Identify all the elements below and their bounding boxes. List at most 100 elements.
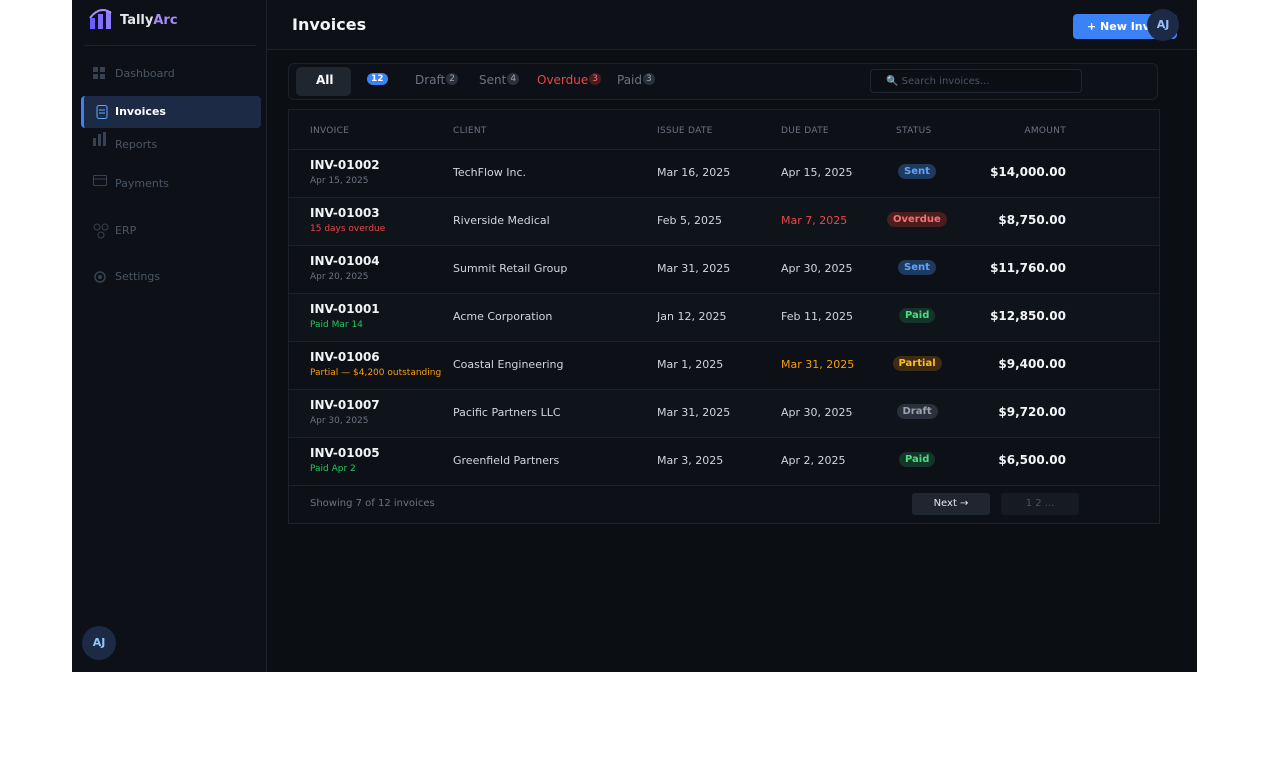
- tab-label: Sent: [479, 73, 507, 87]
- tab[interactable]: Draft 2: [415, 73, 458, 87]
- due-date: Feb 11, 2025: [781, 310, 853, 323]
- amount: $9,400.00: [998, 357, 1066, 371]
- tab-count: 12: [367, 73, 388, 85]
- due-date: Apr 2, 2025: [781, 454, 846, 467]
- tab[interactable]: Sent 4: [479, 73, 520, 87]
- client: Greenfield Partners: [453, 454, 560, 467]
- sidebar: TallyArc Dashboard Invoices Reports Paym…: [72, 0, 267, 672]
- pagination[interactable]: 1 2 ...: [1001, 493, 1079, 515]
- nav-item[interactable]: Settings: [81, 261, 258, 293]
- divider: [84, 45, 256, 46]
- tab-count: 3: [589, 73, 601, 85]
- nav-item[interactable]: Invoices: [81, 96, 261, 128]
- icon: [94, 271, 106, 283]
- tab-count: 4: [507, 73, 520, 85]
- due-date: Mar 31, 2025: [781, 358, 855, 371]
- page-title: Invoices: [292, 15, 367, 34]
- status-badge: Sent: [898, 260, 936, 275]
- column-header: AMOUNT: [1024, 126, 1066, 136]
- issue-date: Mar 3, 2025: [657, 454, 724, 467]
- table-row[interactable]: INV-01004 Apr 20, 2025 Summit Retail Group…: [289, 245, 1159, 293]
- nav-item[interactable]: Dashboard: [81, 58, 258, 90]
- nav-label: Invoices: [115, 105, 166, 118]
- table-row[interactable]: INV-01001 Paid Mar 14 Acme Corporation Jan …: [289, 293, 1159, 341]
- issue-date: Mar 16, 2025: [657, 166, 731, 179]
- invoice-number: INV-01004: [310, 254, 380, 268]
- status-badge: Paid: [899, 452, 936, 467]
- status-badge: Sent: [898, 164, 936, 179]
- status-badge: Draft: [896, 404, 938, 419]
- header: Invoices + New Invoice AJ: [267, 0, 1197, 50]
- invoice-sub: Apr 30, 2025: [310, 416, 369, 426]
- tab[interactable]: All: [316, 73, 334, 87]
- nav-label: Reports: [115, 138, 158, 151]
- search-input[interactable]: 🔍 Search invoices...: [870, 69, 1082, 93]
- client: Acme Corporation: [453, 310, 553, 323]
- client: TechFlow Inc.: [453, 166, 527, 179]
- nav-label: ERP: [115, 224, 137, 237]
- next-button[interactable]: Next →: [912, 493, 990, 515]
- table-row[interactable]: INV-01003 15 days overdue Riverside Medica…: [289, 197, 1159, 245]
- table-footer: Showing 7 of 12 invoices Next → 1 2 ...: [289, 485, 1159, 524]
- tab-count: 2: [446, 73, 458, 85]
- invoice-number: INV-01003: [310, 206, 380, 220]
- tab-label: Overdue: [537, 73, 589, 87]
- invoice-sub: Paid Apr 2: [310, 464, 356, 474]
- tab-label: Draft: [415, 73, 446, 87]
- client: Pacific Partners LLC: [453, 406, 561, 419]
- tab-count: 3: [643, 73, 655, 85]
- table-row[interactable]: INV-01002 Apr 15, 2025 TechFlow Inc. Mar 16…: [289, 149, 1159, 197]
- filter-bar: All 12 Draft 2 Sent 4 Overdue 3 Paid 3 🔍 Sea…: [288, 63, 1158, 100]
- invoice-number: INV-01005: [310, 446, 380, 460]
- invoice-number: INV-01002: [310, 158, 380, 172]
- tab-active-bg: [296, 67, 351, 96]
- logo-icon: [89, 9, 112, 29]
- status-badge: Overdue: [887, 212, 947, 227]
- nav-item[interactable]: Payments: [81, 168, 258, 200]
- invoice-table: INVOICE CLIENT ISSUE DATE DUE DATE STATUS AMO…: [288, 109, 1160, 524]
- status-badge: Paid: [899, 308, 936, 323]
- nav-item[interactable]: Reports: [81, 129, 258, 161]
- nav-label: Settings: [115, 270, 161, 283]
- amount: $12,850.00: [990, 309, 1066, 323]
- amount: $9,720.00: [998, 405, 1066, 419]
- tab-label: Paid: [617, 73, 643, 87]
- due-date: Mar 7, 2025: [781, 214, 848, 227]
- avatar[interactable]: AJ: [82, 626, 116, 660]
- status-badge: Partial: [892, 356, 942, 371]
- due-date: Apr 30, 2025: [781, 262, 853, 275]
- nav-label: Dashboard: [115, 67, 175, 80]
- client: Summit Retail Group: [453, 262, 568, 275]
- table-row[interactable]: INV-01005 Paid Apr 2 Greenfield Partners Ma…: [289, 437, 1159, 485]
- column-header: CLIENT: [453, 126, 487, 136]
- issue-date: Mar 31, 2025: [657, 262, 731, 275]
- column-header: STATUS: [896, 126, 932, 136]
- issue-date: Jan 12, 2025: [657, 310, 727, 323]
- showing-text: Showing 7 of 12 invoices: [310, 498, 435, 509]
- client: Riverside Medical: [453, 214, 550, 227]
- nav-label: Payments: [115, 177, 169, 190]
- due-date: Apr 30, 2025: [781, 406, 853, 419]
- tab[interactable]: Paid 3: [617, 73, 655, 87]
- issue-date: Mar 31, 2025: [657, 406, 731, 419]
- icon: [93, 67, 105, 79]
- brand-b: Arc: [153, 13, 178, 28]
- table-row[interactable]: INV-01007 Apr 30, 2025 Pacific Partners LL…: [289, 389, 1159, 437]
- icon: [93, 132, 106, 146]
- client: Coastal Engineering: [453, 358, 564, 371]
- column-header: INVOICE: [310, 126, 350, 136]
- icon: [93, 175, 107, 186]
- tab[interactable]: Overdue 3: [537, 73, 601, 87]
- issue-date: Feb 5, 2025: [657, 214, 722, 227]
- invoice-number: INV-01007: [310, 398, 380, 412]
- invoice-sub: 15 days overdue: [310, 224, 386, 234]
- amount: $11,760.00: [990, 261, 1066, 275]
- invoice-sub: Partial — $4,200 outstanding: [310, 368, 442, 378]
- issue-date: Mar 1, 2025: [657, 358, 724, 371]
- nav-item[interactable]: ERP: [81, 215, 258, 247]
- table-row[interactable]: INV-01006 Partial — $4,200 outstanding Coa…: [289, 341, 1159, 389]
- amount: $14,000.00: [990, 165, 1066, 179]
- avatar[interactable]: AJ: [1147, 9, 1179, 41]
- invoice-number: INV-01001: [310, 302, 380, 316]
- icon: [96, 105, 108, 119]
